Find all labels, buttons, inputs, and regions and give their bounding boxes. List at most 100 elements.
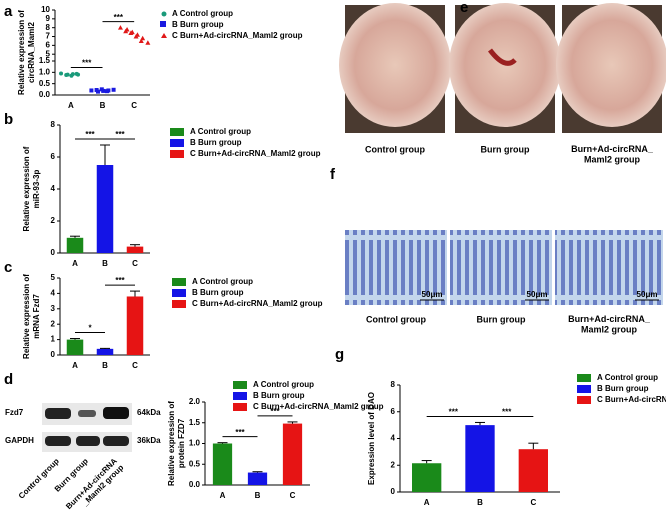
y-tick-label: 8 bbox=[51, 120, 56, 129]
y-axis-label: Expression level of DAO bbox=[367, 392, 376, 485]
sig-label: *** bbox=[82, 59, 92, 68]
x-tick-label: A bbox=[72, 259, 78, 268]
band-label: GAPDH bbox=[5, 436, 34, 445]
point bbox=[117, 25, 123, 30]
legend-label: B Burn group bbox=[253, 391, 305, 400]
legend-marker bbox=[172, 300, 186, 308]
y-tick-label: 0.0 bbox=[189, 480, 201, 489]
y-tick-label: 9 bbox=[46, 14, 51, 23]
point bbox=[145, 40, 151, 45]
y-tick-label: 8 bbox=[391, 380, 396, 389]
x-tick-label: B bbox=[477, 498, 483, 507]
y-axis-label: protein FZD7 bbox=[177, 418, 186, 468]
y-tick-label: 0.5 bbox=[189, 459, 201, 468]
legend-label: C Burn+Ad-circRNA_Maml2 group bbox=[192, 299, 323, 308]
panel-letter: g bbox=[335, 346, 344, 363]
legend-marker bbox=[577, 374, 591, 382]
legend-marker bbox=[170, 139, 184, 147]
point bbox=[133, 34, 139, 39]
bar bbox=[518, 449, 548, 492]
y-tick-label: 0.5 bbox=[39, 79, 51, 88]
x-tick-label: B bbox=[102, 361, 108, 370]
lane-label: Burn+Ad-circRNA_Maml2 group bbox=[64, 456, 125, 513]
point bbox=[105, 89, 109, 94]
panel-letter: c bbox=[4, 259, 12, 276]
x-tick-label: C bbox=[131, 101, 137, 110]
legend-label: B Burn group bbox=[172, 20, 224, 29]
legend-marker bbox=[161, 33, 167, 38]
legend-label: A Control group bbox=[192, 277, 253, 286]
image-caption: Burn group bbox=[477, 314, 526, 324]
y-tick-label: 0 bbox=[51, 248, 56, 257]
legend-label: A Control group bbox=[253, 380, 314, 389]
point bbox=[89, 88, 94, 93]
y-axis-label: circRNA_Maml2 bbox=[27, 21, 36, 82]
sig-label: *** bbox=[114, 13, 124, 22]
sig-label: *** bbox=[449, 408, 459, 417]
panel-letter: d bbox=[4, 371, 13, 388]
x-tick-label: C bbox=[290, 491, 296, 500]
y-tick-label: 1.5 bbox=[39, 56, 51, 65]
point bbox=[123, 28, 129, 34]
bar bbox=[282, 423, 303, 485]
y-tick-label: 1 bbox=[51, 335, 56, 344]
y-tick-label: 6 bbox=[391, 407, 396, 416]
point bbox=[128, 30, 134, 35]
y-tick-label: 0 bbox=[51, 350, 56, 359]
western-blot bbox=[42, 403, 132, 452]
sig-label: *** bbox=[270, 407, 280, 416]
bar bbox=[412, 463, 442, 492]
y-axis-label: mRNA Fzd7 bbox=[32, 294, 41, 339]
scale-bar-label: 50μm bbox=[527, 290, 548, 299]
x-tick-label: B bbox=[100, 101, 106, 110]
sig-label: *** bbox=[502, 408, 512, 417]
y-tick-label: 4 bbox=[51, 289, 56, 298]
bar bbox=[66, 237, 84, 253]
bar bbox=[66, 339, 84, 355]
legend-marker bbox=[170, 128, 184, 136]
point bbox=[94, 88, 99, 93]
panel-letter: f bbox=[330, 166, 336, 183]
image-caption: Control group bbox=[365, 144, 425, 154]
panel-letter: a bbox=[4, 3, 13, 20]
y-tick-label: 0 bbox=[391, 487, 396, 496]
y-tick-label: 5 bbox=[46, 49, 51, 58]
y-tick-label: 6 bbox=[51, 152, 56, 161]
legend-label: C Burn+Ad-circRNA_Maml2 group bbox=[597, 395, 666, 404]
point bbox=[111, 87, 116, 92]
scale-bar-label: 50μm bbox=[422, 290, 443, 299]
legend-label: C Burn+Ad-circRNA_Maml2 group bbox=[172, 31, 303, 40]
sig-label: *** bbox=[115, 130, 125, 139]
bar bbox=[465, 425, 495, 492]
y-tick-label: 1.0 bbox=[189, 439, 201, 448]
y-axis-label: Relative expression of bbox=[167, 401, 176, 486]
histology-f bbox=[345, 230, 663, 305]
y-axis-label: Relative expression of bbox=[17, 10, 26, 95]
y-tick-label: 4 bbox=[51, 184, 56, 193]
panel-letter: b bbox=[4, 111, 13, 128]
y-tick-label: 0.0 bbox=[39, 90, 51, 99]
legend-marker bbox=[161, 11, 167, 17]
legend-marker bbox=[577, 396, 591, 404]
legend-marker bbox=[172, 278, 186, 286]
x-tick-label: A bbox=[424, 498, 430, 507]
image-caption: Control group bbox=[366, 314, 426, 324]
bar bbox=[126, 296, 144, 355]
image-caption: Burn group bbox=[481, 144, 530, 154]
bar bbox=[212, 443, 233, 485]
bar bbox=[96, 165, 114, 253]
x-tick-label: A bbox=[68, 101, 74, 110]
sig-label: *** bbox=[115, 276, 125, 285]
band-size: 36kDa bbox=[137, 436, 161, 445]
photo-e bbox=[339, 3, 666, 133]
lane-label: Control group bbox=[17, 456, 61, 500]
legend-label: C Burn+Ad-circRNA_Maml2 group bbox=[253, 402, 384, 411]
y-tick-label: 4 bbox=[391, 434, 396, 443]
band-size: 64kDa bbox=[137, 408, 161, 417]
legend-label: A Control group bbox=[597, 373, 658, 382]
y-tick-label: 7 bbox=[46, 32, 51, 41]
x-tick-label: B bbox=[102, 259, 108, 268]
y-tick-label: 10 bbox=[41, 5, 50, 14]
x-tick-label: B bbox=[255, 491, 261, 500]
